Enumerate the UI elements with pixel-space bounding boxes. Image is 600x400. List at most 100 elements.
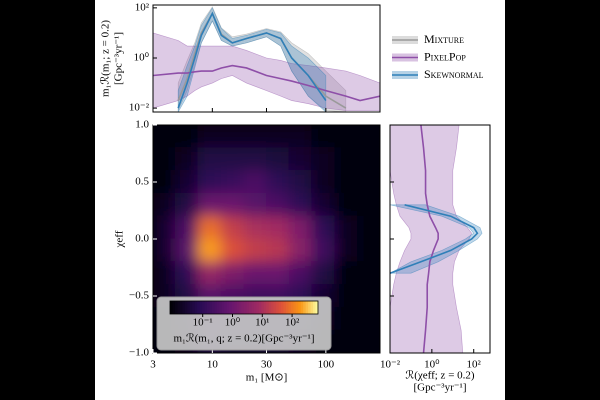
colorbar-segment (295, 301, 299, 314)
heatmap-cell (175, 215, 199, 240)
y-axis-label: [Gpc⁻³yr⁻¹] (113, 32, 125, 85)
right-panel-data (390, 125, 483, 353)
heatmap-cell (311, 238, 336, 263)
heatmap-cell (288, 215, 313, 240)
colorbar-segment (290, 301, 294, 314)
heatmap-cell (243, 215, 267, 240)
heatmap-cell (334, 306, 358, 331)
x-tick-label: 10² (467, 359, 482, 371)
heatmap-cell (175, 192, 199, 217)
median-line (390, 204, 479, 274)
colorbar-segment (216, 301, 220, 314)
heatmap-cell (288, 170, 313, 194)
colorbar-segment (209, 301, 213, 314)
heatmap-cell (334, 284, 358, 308)
colorbar-segment (300, 301, 304, 314)
median-line (177, 11, 327, 109)
legend-label: PixelPop (424, 49, 466, 63)
y-axis-label: m₁ℛ(m₁; z = 0.2) (100, 20, 112, 97)
heatmap-cell (175, 147, 199, 172)
y-tick-label: 10⁰ (134, 52, 150, 64)
colorbar-segment (221, 301, 225, 314)
y-tick-label: 10² (135, 1, 150, 13)
heatmap-cell (243, 238, 267, 263)
heatmap-cell (334, 261, 358, 286)
heatmap-cell (197, 192, 222, 217)
colorbar-segment (258, 301, 262, 314)
colorbar-label: m₁ℛ(m₁, q; z = 0.2)[Gpc⁻³yr⁻¹] (173, 333, 314, 345)
colorbar-frame (169, 300, 319, 315)
colorbar-segment (189, 301, 193, 314)
heatmap-cell (288, 192, 313, 217)
heatmap-cell (153, 125, 177, 149)
x-tick-label: 10⁻² (380, 359, 401, 371)
heatmap-cell (175, 238, 199, 263)
colorbar-segment (172, 301, 176, 314)
heatmap-cell (243, 192, 267, 217)
colorbar-segment (256, 301, 260, 314)
heatmap-cell (311, 170, 336, 194)
heatmap-cell (288, 147, 313, 172)
x-axis-label: [Gpc⁻³yr⁻¹] (413, 382, 466, 394)
heatmap-cell (266, 125, 290, 149)
x-tick-label: 3 (150, 359, 156, 371)
heatmap-cell (197, 238, 222, 263)
colorbar-segment (278, 301, 282, 314)
colorbar-segment (184, 301, 188, 314)
colorbar-segment (207, 301, 210, 314)
colorbar-segment (310, 301, 314, 314)
heatmap-cell (311, 215, 336, 240)
colorbar-tick-label: 10⁰ (225, 317, 241, 329)
colorbar-segment (174, 301, 178, 314)
y-tick-label: 0.0 (135, 233, 149, 245)
colorbar-segment (253, 301, 257, 314)
y-tick-label: 10⁻² (129, 102, 150, 114)
legend-label: Skewnormal (424, 67, 484, 81)
colorbar-tick-label: 10⁻¹ (193, 317, 213, 329)
heatmap-cell (356, 125, 380, 149)
heatmap-cell (334, 329, 358, 353)
heatmap-cell (356, 170, 380, 194)
colorbar-segment (308, 301, 312, 314)
heatmap-cell (288, 261, 313, 286)
colorbar-segment (281, 301, 284, 314)
heatmap-cell (153, 147, 177, 172)
colorbar-segment (219, 301, 223, 314)
heatmap-cell (243, 170, 267, 194)
colorbar-segment (283, 301, 287, 314)
heatmap-cell (311, 125, 336, 149)
heatmap-cell (197, 125, 222, 149)
colorbar-segment (261, 301, 265, 314)
heatmap-cell (197, 147, 222, 172)
colorbar-segment (231, 301, 235, 314)
heatmap-cell (220, 170, 245, 194)
heatmap-cell (356, 192, 380, 217)
heatmap-cell (220, 261, 245, 286)
heatmap-cell (197, 215, 222, 240)
heatmap-cell (266, 261, 290, 286)
heatmap-cell (243, 261, 267, 286)
colorbar-segment (224, 301, 228, 314)
colorbar-segment (305, 301, 309, 314)
colorbar-segment (192, 301, 196, 314)
colorbar-segment (204, 301, 208, 314)
colorbar-segment (298, 301, 302, 314)
heatmap-cell (334, 238, 358, 263)
heatmap-cell (197, 170, 222, 194)
colorbar-segment (268, 301, 272, 314)
top-panel-data (153, 6, 380, 112)
colorbar-tick-label: 10¹ (255, 317, 269, 329)
colorbar-segment (303, 301, 307, 314)
heatmap-cell (288, 238, 313, 263)
heatmap-cell (334, 125, 358, 149)
heatmap-cell (288, 125, 313, 149)
colorbar-segment (251, 301, 255, 314)
heatmap-cell (266, 192, 290, 217)
colorbar-segment (199, 301, 203, 314)
uncertainty-band (177, 7, 327, 112)
heatmap-cell (175, 261, 199, 286)
colorbar-segment (229, 301, 233, 314)
colorbar-segment (239, 301, 243, 314)
median-line (153, 64, 380, 102)
heatmap-cell (356, 306, 380, 331)
